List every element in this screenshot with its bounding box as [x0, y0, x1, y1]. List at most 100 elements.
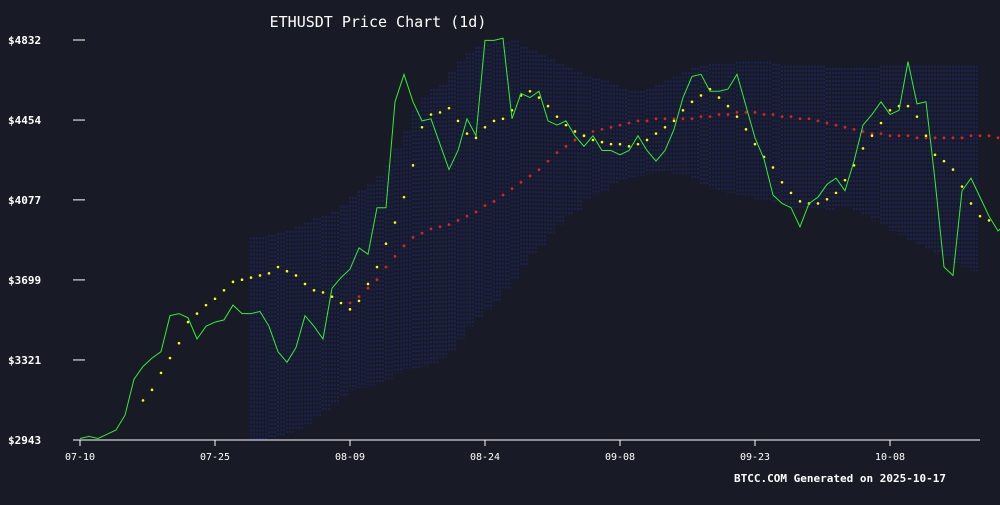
- ma-short-point: [213, 297, 217, 301]
- ma-short-point: [330, 295, 334, 298]
- ma-short-point: [798, 200, 802, 203]
- ma-long-point: [996, 136, 1000, 140]
- ma-long-point: [609, 125, 613, 129]
- ma-long-point: [933, 136, 937, 140]
- ma-long-point: [852, 127, 856, 131]
- ma-long-point: [960, 136, 964, 140]
- y-tick-label: $3321: [8, 354, 41, 367]
- ma-short-point: [195, 312, 199, 315]
- ma-long-point: [411, 235, 415, 239]
- ma-short-point: [564, 123, 568, 127]
- ma-short-point: [150, 388, 154, 392]
- ma-short-point: [591, 138, 595, 142]
- ma-short-point: [609, 142, 613, 146]
- ma-long-point: [771, 113, 775, 116]
- ma-short-point: [537, 96, 541, 99]
- ma-long-point: [762, 113, 766, 116]
- ma-long-point: [717, 113, 721, 116]
- ma-long-point: [987, 134, 991, 138]
- x-tick-label: 09-08: [605, 452, 635, 463]
- ma-short-point: [411, 164, 415, 167]
- ma-short-point: [681, 109, 685, 112]
- ma-long-point: [924, 136, 928, 140]
- bands-layer: [250, 40, 978, 441]
- ma-short-point: [375, 265, 379, 269]
- ma-long-point: [861, 130, 865, 133]
- ma-long-point: [735, 111, 739, 114]
- ma-short-point: [978, 214, 982, 218]
- ma-short-point: [285, 269, 289, 273]
- ma-long-point: [780, 115, 784, 119]
- ma-long-point: [798, 117, 802, 121]
- ma-short-point: [879, 121, 883, 125]
- ma-short-point: [915, 115, 919, 118]
- ma-short-point: [636, 142, 640, 146]
- ma-short-point: [834, 191, 838, 195]
- ma-short-point: [627, 144, 631, 148]
- ma-long-point: [393, 255, 397, 258]
- x-tick-label: 07-10: [65, 452, 95, 463]
- ma-long-point: [942, 136, 946, 140]
- ma-short-point: [384, 242, 388, 246]
- ma-long-point: [663, 117, 667, 121]
- ma-long-point: [645, 119, 649, 123]
- ma-long-point: [681, 117, 685, 121]
- ma-short-point: [501, 117, 505, 121]
- ma-long-point: [438, 225, 442, 229]
- ma-long-point: [969, 134, 973, 138]
- ma-short-point: [870, 134, 874, 138]
- y-tick-label: $4454: [8, 114, 41, 127]
- ma-long-point: [825, 121, 829, 125]
- ma-long-point: [474, 210, 478, 214]
- ma-short-point: [312, 288, 316, 292]
- ma-short-point: [177, 341, 181, 345]
- ma-long-point: [708, 115, 712, 119]
- ma-long-point: [420, 231, 424, 235]
- ma-long-point: [870, 132, 874, 135]
- ma-long-point: [744, 111, 748, 114]
- ma-long-point: [528, 174, 532, 178]
- ma-short-point: [780, 180, 784, 184]
- ma-long-point: [816, 119, 820, 123]
- ma-long-point: [951, 136, 955, 140]
- ma-short-point: [456, 119, 460, 123]
- ma-short-point: [717, 96, 721, 99]
- ma-long-point: [537, 168, 541, 171]
- ma-long-point: [546, 159, 550, 163]
- price-series: [79, 37, 1000, 440]
- ma-long-point: [357, 295, 361, 299]
- ma-short-point: [555, 115, 559, 118]
- ma-short-point: [987, 219, 991, 222]
- ma-short-point: [168, 356, 172, 360]
- ma-short-point: [393, 221, 397, 224]
- x-tick-label: 08-09: [335, 452, 365, 463]
- ma-short-point: [672, 119, 676, 123]
- y-axis-ticks: $4832 $4454 $4077 $3699 $3321 $2943: [8, 34, 85, 447]
- ma-short-point: [402, 195, 406, 199]
- ma-long-point: [978, 134, 982, 138]
- ma-short-point: [744, 128, 748, 131]
- ma-long-point: [447, 223, 451, 227]
- x-axis-ticks: 07-10 07-25 08-09 08-24 09-08 09-23 10-08: [65, 440, 905, 463]
- ma-short-point: [276, 265, 280, 269]
- ma-short-point: [483, 125, 487, 129]
- chart-footer-credit: BTCC.COM Generated on 2025-10-17: [734, 472, 946, 485]
- ma-long-point: [483, 204, 487, 207]
- ma-long-point: [834, 123, 838, 127]
- ma-short-point: [933, 153, 937, 157]
- ma-short-point: [231, 280, 235, 284]
- ma-long-point: [699, 115, 703, 119]
- ma-short-point: [141, 399, 145, 402]
- ma-long-point: [510, 187, 514, 191]
- ma-long-point: [573, 138, 577, 142]
- ma-long-point: [726, 113, 730, 116]
- ma-short-point: [303, 282, 307, 286]
- ma-short-point: [420, 125, 424, 129]
- ma-short-point: [654, 132, 658, 135]
- ma-long-point: [429, 227, 433, 231]
- ma-long-point: [915, 136, 919, 140]
- ma-short-point: [321, 291, 325, 294]
- ma-short-point: [816, 202, 820, 205]
- ma-short-point: [204, 303, 208, 307]
